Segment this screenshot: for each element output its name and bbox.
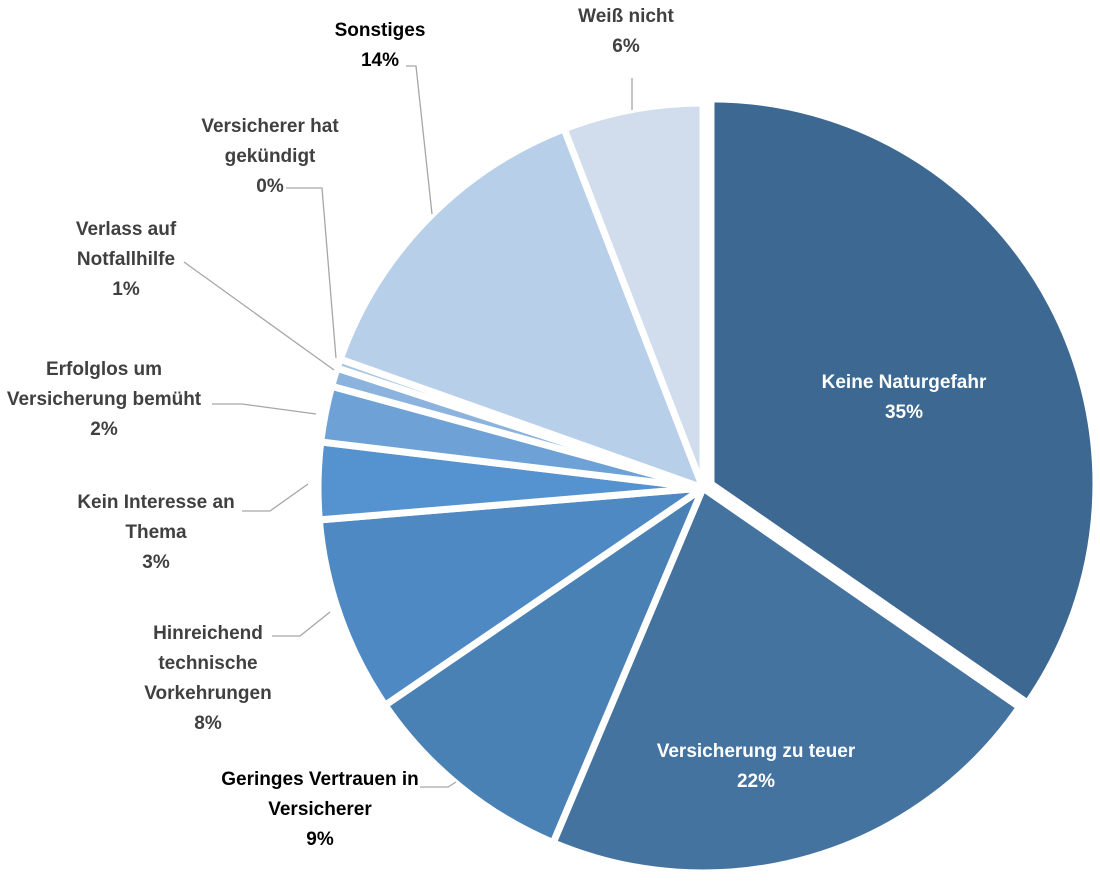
slice-name: Keine Naturgefahr	[822, 372, 987, 393]
slice-name: Versicherer hat	[201, 116, 339, 137]
slice-percent: 0%	[256, 176, 284, 197]
data-label: Versicherung zu teuer 22%	[657, 741, 856, 792]
data-label: Hinreichend technische Vorkehrungen 8%	[144, 623, 271, 734]
leader-line	[420, 781, 457, 788]
slice-name: Thema	[125, 522, 187, 543]
slice-percent: 35%	[885, 402, 923, 423]
leader-line	[212, 403, 317, 415]
slice-name: Vorkehrungen	[144, 683, 271, 704]
slice-name: Geringes Vertrauen in	[221, 769, 418, 790]
leader-line	[286, 187, 337, 359]
slice-name: Hinreichend	[153, 623, 263, 644]
data-label: Geringes Vertrauen in Versicherer 9%	[221, 769, 418, 850]
slice-name: Erfolglos um	[46, 359, 162, 380]
leader-line	[272, 611, 331, 637]
slice-name: Notfallhilfe	[77, 249, 175, 270]
slice-name: Versicherung zu teuer	[657, 741, 856, 762]
slice-name: Verlass auf	[76, 219, 177, 240]
leader-line	[406, 65, 433, 215]
data-label: Weiß nicht 6%	[578, 6, 674, 57]
slice-percent: 14%	[361, 50, 399, 71]
slice-percent: 22%	[737, 771, 775, 792]
slice-name: Kein Interesse an	[77, 492, 234, 513]
pie-slice	[548, 482, 1025, 877]
leader-lines	[183, 65, 633, 788]
data-label: Verlass auf Notfallhilfe 1%	[76, 219, 177, 300]
data-label: Erfolglos um Versicherung bemüht 2%	[7, 359, 202, 440]
pie-slices	[314, 95, 1100, 877]
slice-percent: 9%	[306, 829, 334, 850]
data-label: Kein Interesse an Thema 3%	[77, 492, 234, 573]
slice-name: technische	[158, 653, 257, 674]
data-label: Keine Naturgefahr 35%	[822, 372, 987, 423]
slice-labels: Keine Naturgefahr 35% Versicherung zu teue…	[7, 6, 987, 850]
slice-percent: 2%	[90, 419, 118, 440]
pie-slice	[707, 95, 1100, 708]
slice-percent: 3%	[142, 552, 170, 573]
slice-name: Versicherung bemüht	[7, 389, 202, 410]
leader-line	[183, 261, 335, 371]
pie-slice	[335, 124, 710, 494]
slice-name: gekündigt	[225, 146, 316, 167]
pie-slice	[315, 483, 716, 711]
leader-line	[242, 483, 309, 512]
slice-percent: 1%	[112, 279, 140, 300]
data-label: Versicherer hat gekündigt 0%	[201, 116, 339, 197]
slice-percent: 8%	[194, 713, 222, 734]
slice-percent: 6%	[612, 36, 640, 57]
data-label: Sonstiges 14%	[335, 20, 426, 71]
slice-name: Versicherer	[268, 799, 372, 820]
pie-slice	[380, 478, 711, 848]
slice-name: Weiß nicht	[578, 6, 674, 27]
slice-name: Sonstiges	[335, 20, 426, 41]
